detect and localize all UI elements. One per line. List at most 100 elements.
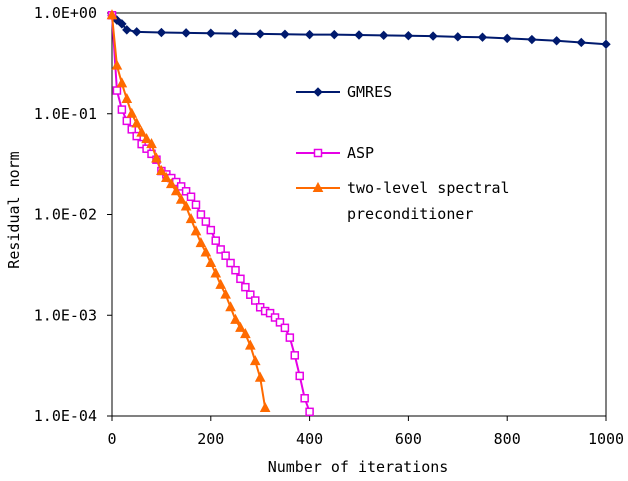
data-point	[235, 321, 246, 332]
y-axis-label: Residual norm	[5, 151, 23, 268]
data-point	[216, 245, 225, 254]
y-tick-label: 1.0E-03	[34, 306, 97, 324]
data-point	[126, 107, 138, 118]
data-point	[151, 152, 162, 163]
data-point	[117, 19, 127, 29]
data-point	[175, 193, 187, 204]
y-tick-label: 1.0E-01	[34, 105, 97, 123]
data-point	[231, 265, 240, 275]
data-point	[502, 33, 512, 44]
x-tick-label: 800	[494, 430, 521, 448]
data-point	[285, 333, 295, 342]
data-point	[136, 126, 147, 137]
data-point	[206, 225, 216, 235]
x-tick-label: 200	[197, 430, 224, 448]
series-square	[107, 10, 314, 417]
x-tick-label: 400	[296, 430, 323, 448]
legend-label: GMRES	[347, 83, 392, 101]
data-point	[146, 138, 157, 149]
data-point	[176, 182, 186, 191]
data-point	[116, 77, 128, 88]
data-point	[191, 200, 201, 209]
data-point	[601, 39, 611, 49]
series-line	[111, 15, 311, 413]
data-point	[196, 210, 206, 219]
x-tick-label: 600	[395, 430, 422, 448]
legend-marker	[313, 148, 323, 158]
data-point	[527, 34, 537, 45]
data-point	[230, 313, 241, 324]
data-point	[251, 296, 260, 305]
data-point	[156, 164, 167, 176]
data-point	[236, 274, 245, 284]
data-point	[205, 256, 217, 268]
data-point	[378, 30, 389, 41]
data-point	[111, 59, 123, 70]
data-point	[121, 92, 133, 104]
data-point	[453, 32, 463, 42]
data-point	[206, 28, 216, 38]
data-point	[186, 192, 196, 202]
data-point	[180, 200, 192, 211]
data-point	[117, 105, 127, 114]
data-point	[246, 290, 255, 299]
legend-marker	[313, 87, 323, 97]
data-point	[290, 351, 300, 360]
data-point	[230, 28, 241, 39]
data-point	[270, 313, 280, 322]
data-point	[428, 31, 438, 41]
data-point	[354, 30, 364, 40]
y-tick-label: 1.0E+00	[34, 4, 97, 22]
data-point	[280, 323, 290, 333]
y-tick-label: 1.0E-02	[34, 206, 97, 224]
data-point	[305, 407, 314, 417]
data-point	[255, 29, 265, 39]
data-point	[165, 178, 177, 189]
data-point	[156, 27, 167, 38]
data-point	[201, 217, 211, 226]
legend-label: two-level spectral preconditioner	[347, 179, 510, 223]
data-point	[249, 355, 261, 366]
legend-entry: ASP	[296, 144, 374, 162]
data-point	[259, 401, 271, 413]
data-point	[181, 187, 191, 196]
data-point	[200, 246, 212, 257]
data-point	[131, 27, 142, 37]
data-point	[106, 9, 118, 20]
series-diamond	[107, 10, 611, 49]
data-point	[265, 308, 275, 318]
data-point	[295, 371, 304, 381]
data-point	[244, 339, 256, 350]
legend-marker	[312, 181, 324, 192]
data-point	[127, 125, 137, 134]
data-point	[221, 251, 230, 260]
data-point	[122, 116, 132, 126]
data-point	[240, 328, 251, 339]
x-axis-label: Number of iterations	[268, 458, 449, 476]
data-point	[210, 267, 222, 278]
legend-label: ASP	[347, 144, 374, 162]
data-point	[195, 237, 207, 248]
legend-entry: GMRES	[296, 83, 392, 101]
data-point	[280, 29, 290, 39]
data-point	[254, 371, 266, 382]
data-point	[576, 37, 587, 48]
data-point	[211, 236, 220, 245]
data-point	[170, 185, 182, 196]
data-point	[112, 86, 122, 95]
data-point	[220, 288, 231, 299]
data-point	[477, 32, 488, 42]
series-line	[111, 15, 267, 409]
data-point	[551, 36, 562, 46]
data-point	[181, 28, 191, 38]
data-point	[137, 139, 146, 149]
data-point	[304, 29, 315, 40]
y-tick-label: 1.0E-04	[34, 407, 97, 425]
data-point	[122, 25, 132, 35]
x-tick-label: 1000	[588, 430, 624, 448]
data-point	[161, 171, 172, 183]
data-point	[403, 31, 414, 41]
legend-entry: two-level spectral preconditioner	[296, 179, 510, 223]
data-point	[141, 133, 152, 144]
